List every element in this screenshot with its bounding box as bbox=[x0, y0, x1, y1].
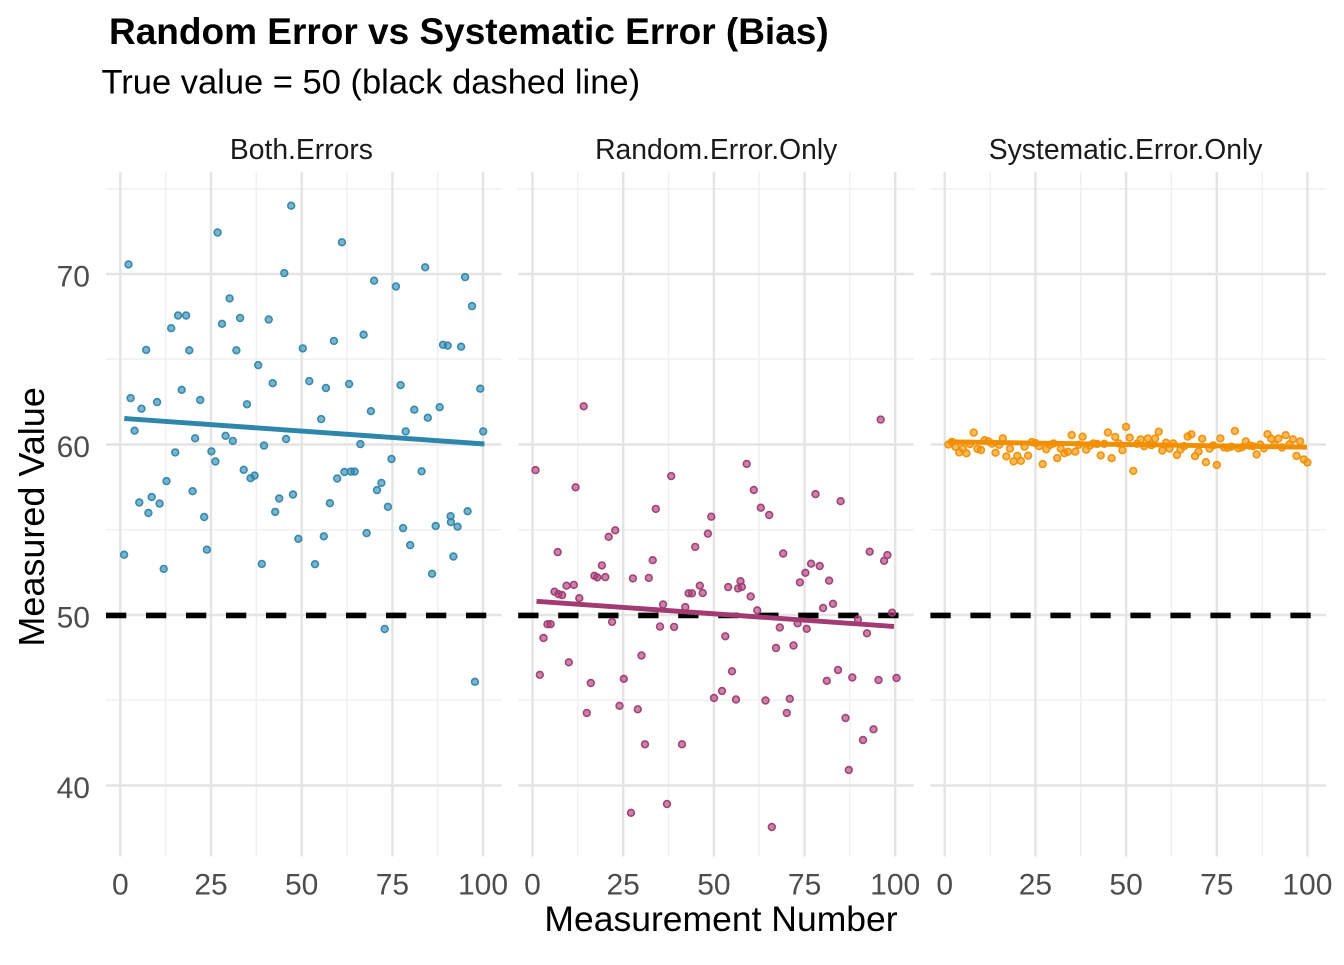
svg-text:100: 100 bbox=[1282, 869, 1332, 902]
svg-text:Measurement Number: Measurement Number bbox=[544, 899, 897, 939]
svg-text:75: 75 bbox=[788, 869, 821, 902]
svg-text:True value = 50 (black dashed: True value = 50 (black dashed line) bbox=[102, 64, 641, 102]
svg-text:Both.Errors: Both.Errors bbox=[230, 133, 373, 165]
svg-text:25: 25 bbox=[1019, 869, 1052, 902]
svg-text:0: 0 bbox=[524, 869, 541, 902]
svg-text:40: 40 bbox=[57, 772, 90, 805]
svg-text:0: 0 bbox=[936, 869, 953, 902]
svg-text:50: 50 bbox=[1109, 869, 1142, 902]
svg-text:100: 100 bbox=[870, 869, 920, 902]
svg-text:75: 75 bbox=[376, 869, 409, 902]
svg-text:75: 75 bbox=[1200, 869, 1233, 902]
svg-text:Random Error vs Systematic Err: Random Error vs Systematic Error (Bias) bbox=[109, 11, 829, 52]
svg-text:0: 0 bbox=[112, 869, 129, 902]
svg-text:50: 50 bbox=[285, 869, 318, 902]
svg-text:100: 100 bbox=[458, 869, 508, 902]
svg-text:70: 70 bbox=[57, 261, 90, 294]
svg-text:50: 50 bbox=[57, 602, 90, 635]
svg-text:50: 50 bbox=[697, 869, 730, 902]
svg-text:25: 25 bbox=[607, 869, 640, 902]
svg-text:60: 60 bbox=[57, 431, 90, 464]
svg-text:Systematic.Error.Only: Systematic.Error.Only bbox=[989, 133, 1263, 165]
svg-text:Measured Value: Measured Value bbox=[11, 387, 52, 647]
svg-text:Random.Error.Only: Random.Error.Only bbox=[595, 133, 838, 165]
svg-text:25: 25 bbox=[194, 869, 227, 902]
